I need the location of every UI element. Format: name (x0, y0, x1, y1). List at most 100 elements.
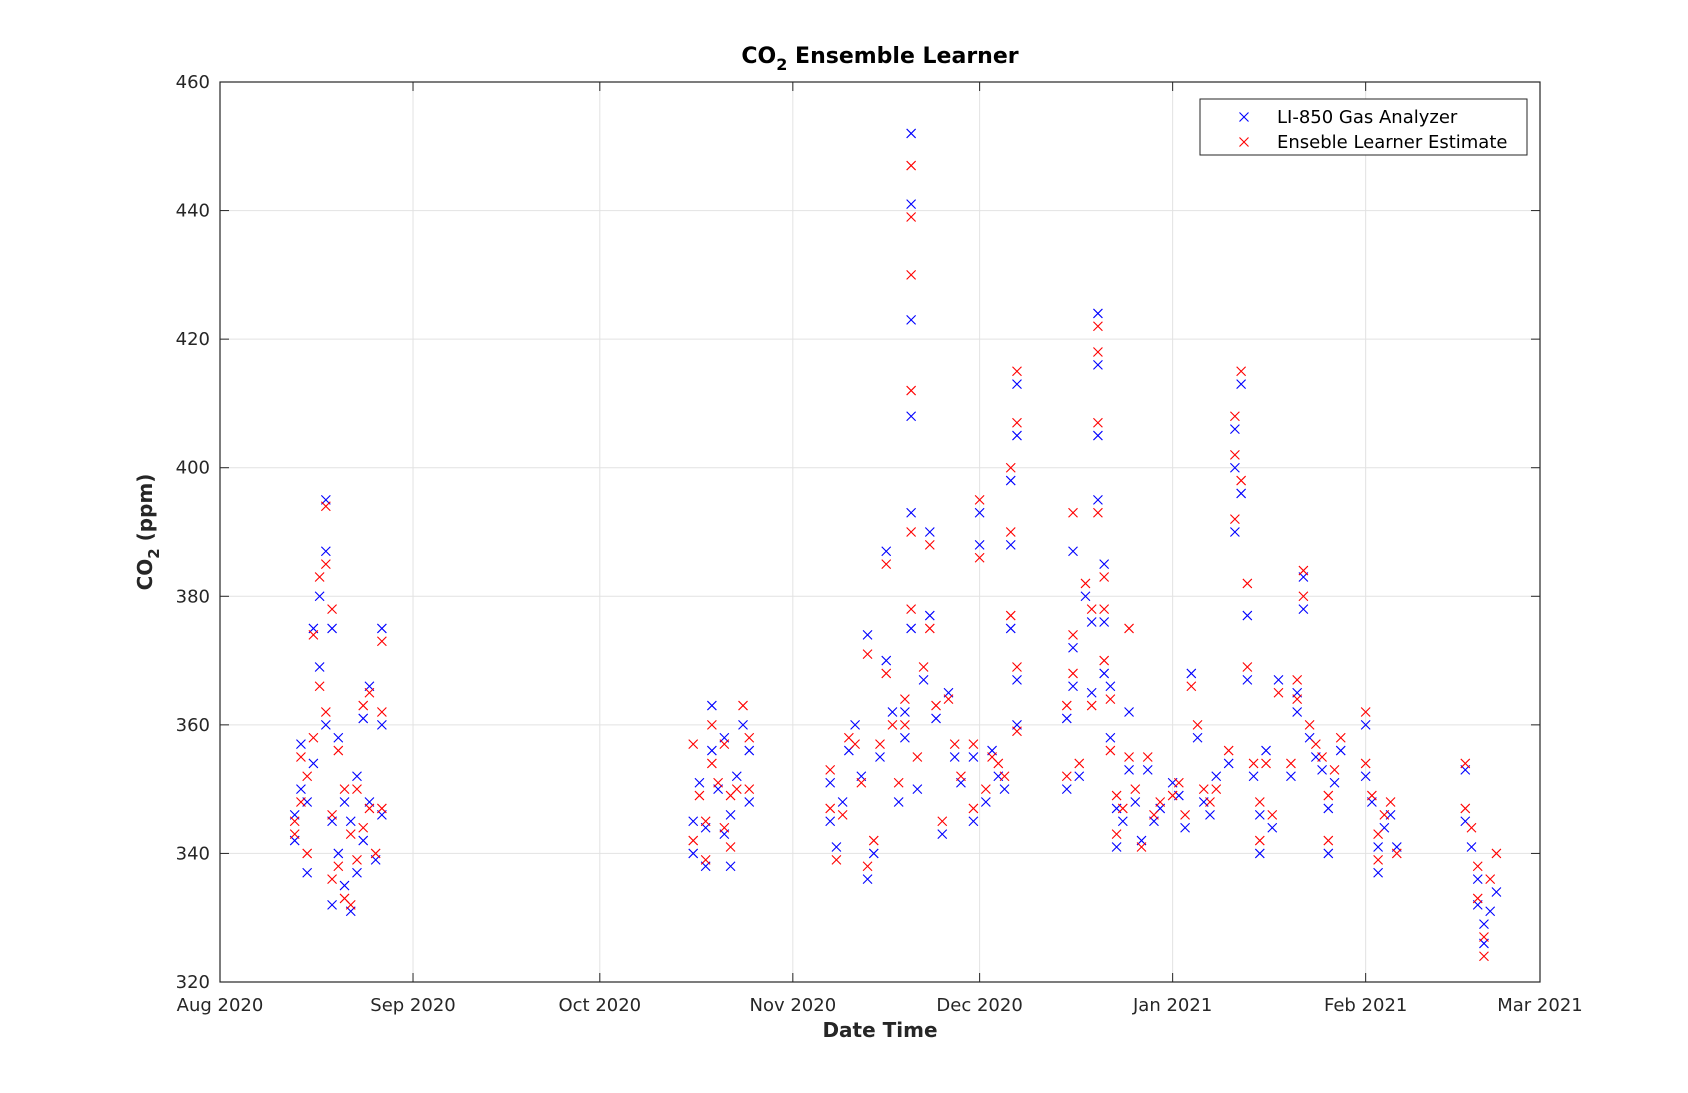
point-li850 (314, 662, 325, 672)
point-li850 (339, 880, 350, 891)
x-tick-label: Sep 2020 (370, 995, 455, 1016)
point-ensemble (1254, 835, 1265, 846)
point-ensemble (320, 501, 331, 512)
point-ensemble (1105, 694, 1116, 705)
point-ensemble (924, 623, 935, 634)
point-ensemble (1317, 752, 1327, 762)
point-li850 (1254, 809, 1265, 820)
series-layer (289, 128, 1502, 962)
series-li850 (289, 128, 1502, 949)
point-ensemble (1124, 623, 1134, 634)
point-li850 (918, 674, 929, 685)
point-li850 (980, 797, 991, 807)
point-ensemble (1093, 507, 1103, 518)
point-ensemble (1005, 527, 1016, 537)
point-li850 (1068, 642, 1078, 653)
point-li850 (1479, 919, 1489, 930)
point-li850 (1180, 822, 1190, 833)
point-ensemble (358, 700, 369, 711)
point-ensemble (1323, 835, 1334, 846)
point-li850 (1068, 681, 1078, 692)
point-ensemble (887, 719, 898, 730)
point-li850 (825, 777, 836, 788)
point-li850 (881, 546, 892, 557)
point-ensemble (881, 559, 892, 570)
point-li850 (688, 816, 699, 827)
point-li850 (906, 411, 917, 422)
point-li850 (1286, 771, 1296, 782)
point-li850 (906, 314, 917, 325)
point-ensemble (1472, 893, 1483, 904)
point-ensemble (825, 803, 836, 814)
y-axis-title-suffix: (ppm) (133, 474, 157, 549)
point-li850 (1335, 745, 1346, 756)
point-li850 (1485, 906, 1496, 917)
point-ensemble (713, 777, 724, 788)
point-li850 (862, 629, 873, 640)
point-ensemble (1491, 848, 1502, 859)
point-ensemble (980, 784, 991, 795)
point-ensemble (719, 739, 730, 750)
point-ensemble (1367, 790, 1377, 801)
point-ensemble (1186, 681, 1197, 692)
point-li850 (1012, 379, 1022, 390)
point-ensemble (906, 385, 917, 396)
point-ensemble (1323, 790, 1334, 801)
x-tick-label: Jan 2021 (1132, 995, 1212, 1016)
point-ensemble (308, 732, 319, 743)
point-ensemble (1099, 655, 1110, 666)
point-li850 (1230, 462, 1240, 473)
point-li850 (1360, 719, 1371, 730)
point-ensemble (831, 854, 842, 865)
point-ensemble (352, 854, 362, 865)
point-ensemble (744, 784, 755, 795)
point-li850 (1099, 617, 1110, 627)
legend-marker-ensemble (1239, 137, 1249, 147)
point-li850 (1242, 610, 1253, 621)
legend: LI-850 Gas Analyzer Enseble Learner Esti… (1199, 98, 1528, 156)
point-li850 (906, 507, 917, 518)
point-li850 (1323, 848, 1334, 859)
point-li850 (320, 719, 331, 730)
point-ensemble (1061, 700, 1072, 711)
point-ensemble (1173, 777, 1184, 788)
y-tick-label: 400 (176, 458, 210, 479)
point-ensemble (1149, 809, 1159, 820)
point-ensemble (993, 758, 1004, 769)
point-ensemble (906, 527, 917, 537)
point-li850 (345, 816, 356, 827)
point-li850 (1093, 359, 1103, 370)
point-li850 (1099, 559, 1110, 570)
point-li850 (968, 752, 979, 762)
point-ensemble (850, 739, 860, 750)
point-ensemble (949, 739, 960, 750)
point-li850 (931, 713, 941, 724)
point-li850 (924, 610, 935, 621)
point-li850 (1124, 764, 1134, 775)
point-ensemble (1142, 752, 1153, 762)
point-ensemble (1005, 462, 1016, 473)
point-li850 (1360, 771, 1371, 782)
point-ensemble (1360, 758, 1371, 769)
ticks: 320 340 360 380 400 420 440 460 Aug 2020 Sep 2020… (176, 72, 1583, 1016)
point-ensemble (296, 752, 306, 762)
point-li850 (1080, 591, 1091, 602)
point-ensemble (1373, 829, 1383, 840)
point-li850 (352, 771, 362, 782)
point-li850 (937, 829, 948, 840)
point-ensemble (868, 835, 879, 846)
point-li850 (1261, 745, 1271, 756)
y-axis-title-subscript: 2 (145, 548, 163, 558)
point-ensemble (881, 668, 892, 679)
point-li850 (831, 842, 842, 852)
point-ensemble (1012, 366, 1022, 377)
point-li850 (333, 732, 344, 743)
point-li850 (339, 797, 350, 807)
point-ensemble (912, 752, 923, 762)
point-li850 (688, 848, 699, 859)
point-ensemble (906, 160, 917, 171)
point-ensemble (999, 771, 1010, 782)
point-ensemble (1093, 321, 1103, 332)
x-tick-label: Feb 2021 (1324, 995, 1407, 1016)
